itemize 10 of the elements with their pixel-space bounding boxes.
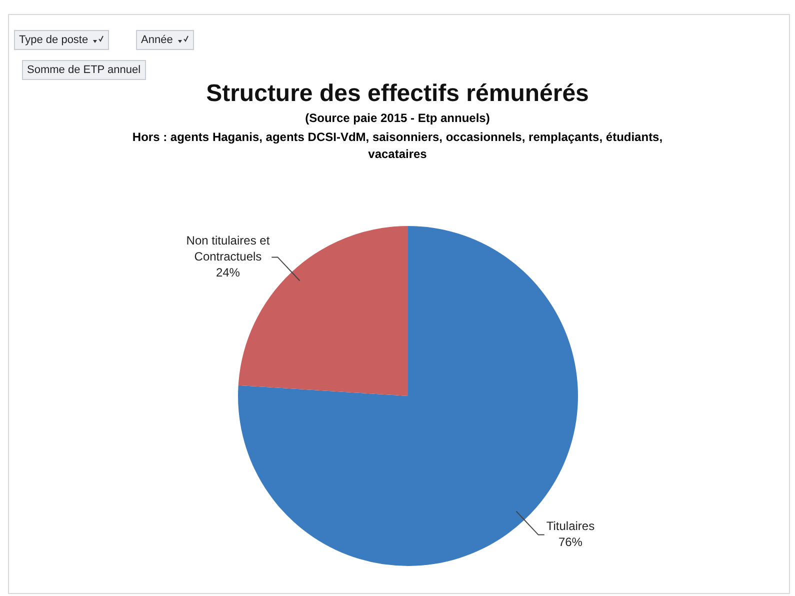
chart-subtitle: (Source paie 2015 - Etp annuels) xyxy=(304,111,491,125)
chart-title: Structure des effectifs rémunérés xyxy=(205,80,590,108)
text: Somme de ETP annuel xyxy=(27,64,141,76)
slice-label: Titulaires xyxy=(546,519,595,534)
data-label: 24% xyxy=(216,266,240,280)
text: Hors : agents Haganis, agents DCSI-VdM, saisonniers, occasionnels, remplaçants, étudiants, vacataires xyxy=(131,129,664,163)
text: Année xyxy=(141,34,173,46)
slice-label: Non titulaires et Contractuels xyxy=(186,234,270,264)
data-label: 76% xyxy=(558,535,583,550)
text: Type de poste xyxy=(19,34,88,46)
